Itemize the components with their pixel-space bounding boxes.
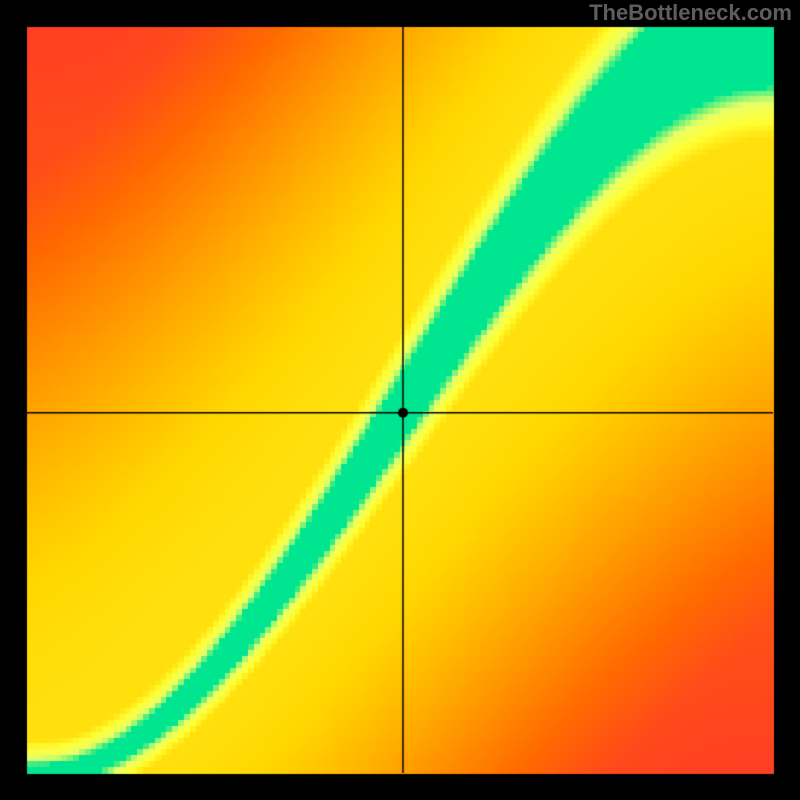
figure-root: TheBottleneck.com (0, 0, 800, 800)
watermark-text: TheBottleneck.com (589, 0, 792, 26)
bottleneck-heatmap (0, 0, 800, 800)
